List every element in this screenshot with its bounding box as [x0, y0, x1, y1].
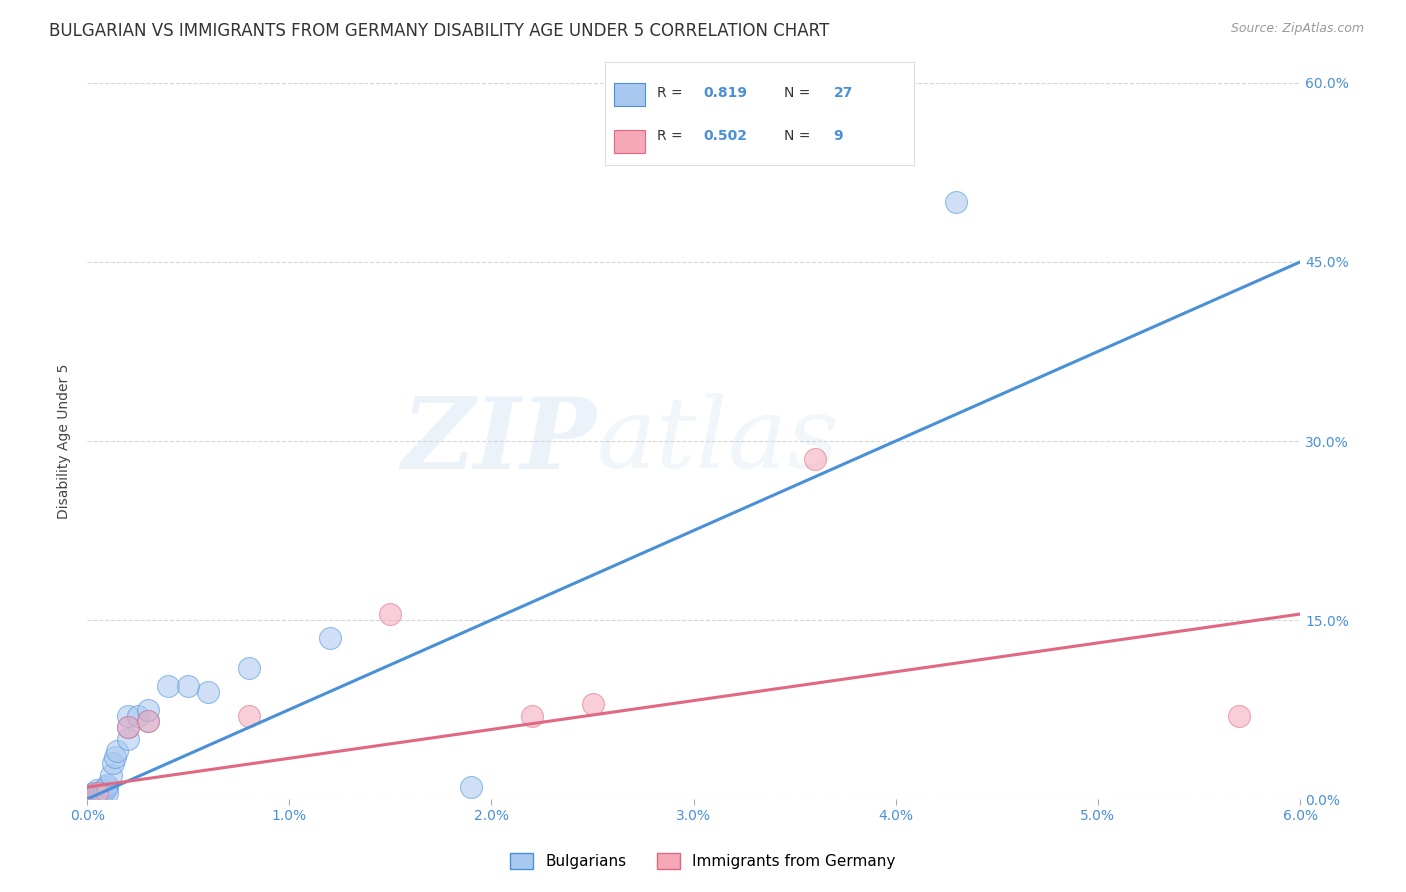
Text: BULGARIAN VS IMMIGRANTS FROM GERMANY DISABILITY AGE UNDER 5 CORRELATION CHART: BULGARIAN VS IMMIGRANTS FROM GERMANY DIS… — [49, 22, 830, 40]
Point — [127, 708, 149, 723]
Point — [319, 631, 342, 645]
Point — [136, 714, 159, 729]
Point — [96, 786, 118, 800]
Point — [520, 708, 543, 723]
Point — [380, 607, 402, 621]
Text: 9: 9 — [834, 129, 844, 144]
Text: 0.502: 0.502 — [703, 129, 748, 144]
Text: R =: R = — [657, 129, 688, 144]
Point — [84, 786, 107, 800]
Point — [94, 782, 117, 797]
Point — [136, 702, 159, 716]
Y-axis label: Disability Age Under 5: Disability Age Under 5 — [58, 363, 72, 518]
Text: N =: N = — [785, 129, 814, 144]
Text: atlas: atlas — [596, 393, 839, 489]
Point — [96, 780, 118, 794]
Point — [107, 744, 129, 758]
Point — [117, 721, 139, 735]
Point — [117, 708, 139, 723]
Point — [945, 195, 967, 210]
Text: ZIP: ZIP — [402, 392, 596, 489]
Point — [460, 780, 482, 794]
Point — [136, 714, 159, 729]
Point — [103, 756, 125, 771]
Point — [1229, 708, 1251, 723]
Point — [804, 451, 827, 466]
Point — [117, 721, 139, 735]
Point — [91, 786, 114, 800]
Point — [581, 697, 603, 711]
Text: R =: R = — [657, 87, 688, 100]
Text: Source: ZipAtlas.com: Source: ZipAtlas.com — [1230, 22, 1364, 36]
Point — [86, 782, 108, 797]
Point — [177, 679, 200, 693]
Point — [89, 786, 111, 800]
Point — [238, 661, 260, 675]
Point — [238, 708, 260, 723]
FancyBboxPatch shape — [614, 83, 645, 105]
Point — [117, 732, 139, 747]
Point — [156, 679, 179, 693]
Point — [100, 768, 122, 782]
Point — [86, 786, 108, 800]
Text: 0.819: 0.819 — [703, 87, 748, 100]
FancyBboxPatch shape — [614, 130, 645, 153]
Point — [197, 684, 219, 698]
Text: N =: N = — [785, 87, 814, 100]
Text: 27: 27 — [834, 87, 853, 100]
Legend: Bulgarians, Immigrants from Germany: Bulgarians, Immigrants from Germany — [505, 847, 901, 875]
Point — [104, 750, 127, 764]
Point — [90, 786, 112, 800]
Point — [96, 778, 118, 792]
Point — [82, 786, 104, 800]
